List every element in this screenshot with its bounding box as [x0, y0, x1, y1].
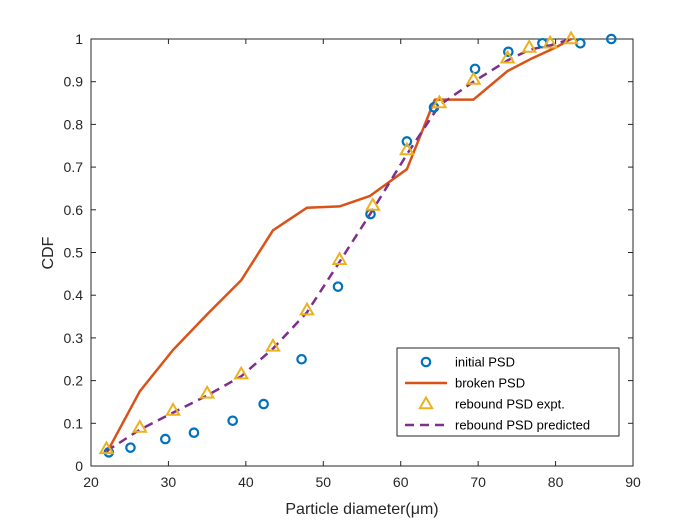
data-point-2	[165, 401, 181, 416]
data-point-2	[431, 94, 448, 109]
y-tick-label: 0.3	[64, 330, 84, 346]
series-line-1	[105, 37, 572, 454]
data-point-0	[332, 281, 344, 292]
data-point-2	[521, 39, 538, 53]
series-line-3	[105, 37, 572, 453]
legend-label-0: initial PSD	[455, 355, 515, 370]
y-tick-label: 0.4	[64, 287, 84, 303]
y-tick-label: 0.1	[64, 415, 84, 431]
data-point-2	[199, 384, 216, 399]
x-tick-label: 20	[83, 474, 99, 490]
x-tick-label: 30	[161, 474, 177, 490]
data-point-0	[125, 442, 136, 453]
data-point-0	[503, 46, 514, 58]
y-tick-label: 1	[75, 31, 83, 47]
data-point-0	[469, 63, 481, 75]
data-point-0	[258, 398, 269, 410]
data-point-2	[131, 419, 148, 433]
data-point-2	[331, 251, 348, 265]
data-point-2	[364, 197, 381, 211]
data-point-2	[233, 365, 250, 380]
series-layer	[98, 30, 617, 458]
data-point-0	[188, 427, 200, 438]
x-tick-label: 70	[470, 474, 486, 490]
legend-swatch-0	[420, 356, 432, 368]
data-point-2	[499, 49, 516, 64]
data-point-2	[399, 141, 415, 156]
data-point-0	[296, 353, 307, 365]
data-point-2	[465, 71, 482, 85]
axis-ticks: 20 30 40 50 60 70 80 90 0 0.1 0.2 0.3 0.4 0.5 0.6 0.7 0.…	[64, 31, 641, 490]
data-point-2	[98, 440, 115, 455]
y-tick-label: 0.6	[64, 202, 84, 218]
legend-swatch-2	[418, 395, 434, 410]
data-point-2	[542, 34, 559, 49]
data-point-0	[160, 433, 171, 445]
y-tick-label: 0	[75, 458, 83, 474]
y-axis-title: CDF	[40, 236, 57, 269]
data-point-0	[401, 136, 413, 147]
data-point-2	[265, 337, 281, 352]
y-tick-label: 0.9	[64, 74, 84, 90]
legend-box	[396, 347, 620, 437]
legend: initial PSD broken PSD rebound PSD expt. re…	[396, 347, 620, 437]
y-tick-label: 0.5	[64, 245, 84, 261]
x-tick-label: 50	[315, 474, 331, 490]
x-tick-label: 40	[238, 474, 254, 490]
x-tick-label: 90	[625, 474, 641, 490]
data-point-2	[299, 301, 315, 316]
y-tick-label: 0.8	[64, 116, 84, 132]
x-tick-label: 60	[393, 474, 409, 490]
legend-label-3: rebound PSD predicted	[455, 418, 590, 433]
data-point-0	[227, 415, 238, 427]
y-tick-label: 0.7	[64, 159, 84, 175]
y-tick-label: 0.2	[64, 373, 84, 389]
data-point-2	[563, 30, 579, 45]
x-tick-label: 80	[548, 474, 564, 490]
legend-label-2: rebound PSD expt.	[455, 397, 565, 412]
legend-label-1: broken PSD	[455, 376, 525, 391]
data-point-0	[606, 33, 617, 45]
x-axis-title: Particle diameter(μm)	[285, 501, 438, 518]
